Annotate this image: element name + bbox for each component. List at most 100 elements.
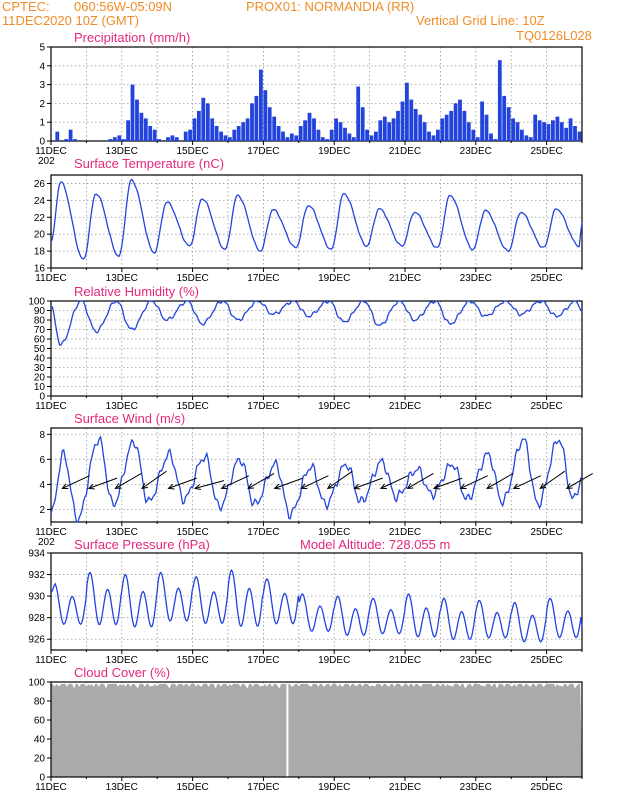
- cloud-gap: [286, 684, 289, 777]
- precip-bar: [422, 122, 427, 141]
- temp-xtick-label: 25DEC: [530, 273, 562, 284]
- pressure-xtick-label: 17DEC: [247, 655, 279, 666]
- wind-vector-head: [379, 483, 387, 489]
- cloud-xtick-label: 21DEC: [389, 782, 421, 793]
- precip-xtick-label: 21DEC: [389, 146, 421, 157]
- precip-xtick-label: 11DEC: [35, 146, 67, 157]
- rh-ytick-label: 90: [34, 306, 46, 317]
- wind-vector: [486, 472, 514, 489]
- panels: 0 1 2 3 4 5 Precipitation (mm/h) 11DEC 13DEC 15DE…: [28, 30, 593, 793]
- wind-xtick-label: 13DEC: [106, 527, 138, 538]
- rh-ytick-label: 20: [34, 373, 46, 384]
- precip-bar: [289, 133, 294, 141]
- precip-bar: [281, 131, 285, 141]
- wind-vector: [380, 475, 409, 489]
- precip-bar: [325, 139, 330, 141]
- wind-vector-head: [459, 483, 467, 489]
- precip-bar: [157, 139, 161, 141]
- precip-bar: [466, 122, 471, 141]
- precip-bar: [365, 129, 369, 141]
- precip-bar: [250, 103, 254, 141]
- precip-bar: [374, 131, 378, 141]
- precip-xtick-label: 19DEC: [318, 146, 350, 157]
- wind-ytick-label: 6: [39, 455, 45, 466]
- precip-xtick-label: 25DEC: [530, 146, 562, 157]
- temp-xtick-label: 21DEC: [389, 273, 421, 284]
- precip-bar: [276, 126, 281, 141]
- wind-vector: [513, 475, 542, 489]
- temp-title: Surface Temperature (nC): [74, 156, 224, 171]
- precip-bar: [183, 131, 188, 141]
- precip-bar: [493, 139, 498, 141]
- precip-bar: [537, 120, 542, 141]
- precip-bar: [559, 122, 564, 141]
- pressure-grid: [51, 553, 582, 650]
- wind-vector: [247, 472, 275, 489]
- rh-frame: [50, 300, 583, 397]
- header-source: CPTEC:: [2, 0, 50, 14]
- header-datetime: 11DEC2020 10Z (GMT): [2, 13, 139, 28]
- wind-xtick-label: 11DEC: [35, 527, 67, 538]
- precip-bar: [135, 99, 139, 141]
- precip-bar: [400, 101, 405, 141]
- pressure-extra-label: Model Altitude: 728.055 m: [300, 537, 450, 552]
- cloud-ytick-label: 0: [39, 773, 45, 784]
- wind-vector: [539, 470, 566, 489]
- wind-xtick-label: 23DEC: [460, 527, 492, 538]
- pressure-ytick-label: 928: [28, 613, 45, 624]
- precip-bar: [307, 112, 312, 141]
- pressure-xtick-label: 21DEC: [389, 655, 421, 666]
- precip-bar: [267, 107, 272, 141]
- precip-bars: [55, 60, 582, 142]
- wind-vector: [115, 472, 142, 489]
- cloud-xtick-label: 15DEC: [176, 782, 208, 793]
- precip-bar: [228, 137, 232, 141]
- cloud-panel: 0 20 40 60 80 100 Cloud Cover (%) 11DEC 13DEC 15D…: [28, 665, 583, 793]
- wind-vector: [274, 477, 304, 489]
- temp-xtick-label: 15DEC: [176, 273, 208, 284]
- wind-vector: [407, 472, 434, 489]
- temp-xtick-label: 23DEC: [460, 273, 492, 284]
- precip-bar: [413, 109, 418, 141]
- precip-bar: [108, 139, 113, 141]
- wind-vector-head: [512, 483, 520, 489]
- wind-vector: [354, 477, 383, 489]
- cloud-title: Cloud Cover (%): [74, 665, 170, 680]
- header-location: PROX01: NORMANDIA (RR): [246, 0, 414, 14]
- precip-ytick-label: 3: [39, 80, 45, 91]
- precip-bar: [130, 84, 135, 141]
- header-code: TQ0126L028: [516, 28, 592, 43]
- wind-vector-head: [406, 483, 414, 489]
- pressure-title: Surface Pressure (hPa): [74, 537, 210, 552]
- precip-bar: [347, 133, 352, 141]
- cloud-xtick-label: 11DEC: [35, 782, 67, 793]
- wind-xtick-label: 17DEC: [247, 527, 279, 538]
- precip-bar: [126, 120, 130, 141]
- precip-bar: [312, 118, 316, 141]
- precip-bar: [502, 95, 507, 141]
- rh-grid: [51, 301, 582, 396]
- precip-bar: [254, 95, 259, 141]
- rh-xtick-label: 25DEC: [530, 401, 562, 412]
- wind-vector-head: [87, 483, 95, 490]
- rh-ytick-label: 100: [28, 297, 45, 308]
- rh-ytick-label: 30: [34, 363, 46, 374]
- cloud-xtick-label: 25DEC: [530, 782, 562, 793]
- precip-bar: [170, 135, 175, 141]
- precip-bar: [378, 120, 383, 141]
- precip-bar: [462, 110, 467, 141]
- pressure-xtick-label: 25DEC: [530, 655, 562, 666]
- rh-ytick-label: 50: [34, 344, 46, 355]
- precip-bar: [73, 139, 77, 141]
- precip-bar: [369, 135, 374, 141]
- wind-xtick-label: 25DEC: [530, 527, 562, 538]
- precip-bar: [68, 129, 73, 141]
- precip-bar: [343, 127, 347, 141]
- pressure-xtick-label: 23DEC: [460, 655, 492, 666]
- temp-grid: [51, 175, 582, 268]
- precip-bar: [166, 137, 170, 141]
- cloud-frame: [50, 681, 583, 778]
- rh-xtick-label: 13DEC: [106, 401, 138, 412]
- header-coords: 060:56W-05:09N: [74, 0, 172, 14]
